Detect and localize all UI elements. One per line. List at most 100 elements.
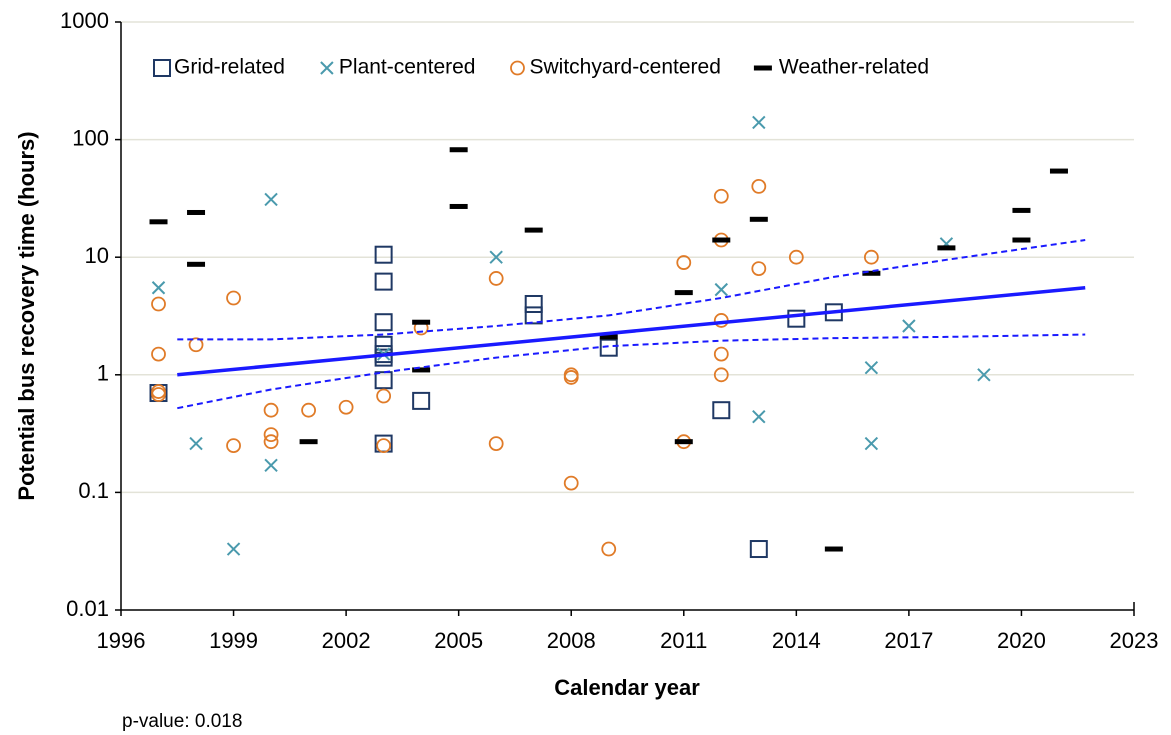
circle-marker [488,271,504,286]
dash-marker [412,367,431,373]
circle-marker [751,178,767,194]
x-marker [752,410,766,424]
y-tick-label: 1000 [60,8,109,33]
y-tick-label: 0.1 [78,478,109,503]
square-marker [524,306,543,325]
circle-marker [151,296,166,312]
circle-marker [151,346,166,362]
circle-marker [226,290,241,306]
square-marker [712,401,731,420]
legend-text: Weather-related [779,56,929,79]
legend-text: Switchyard-centered [529,56,720,79]
legend-item: Switchyard-centered [510,56,721,79]
x-marker [264,192,278,207]
dash-marker [1012,207,1031,213]
x-marker [977,368,991,382]
fit-line [177,285,1086,377]
x-marker [714,282,729,297]
square-marker [412,391,431,410]
x-marker [226,542,241,556]
y-axis-title: Potential bus recovery time (hours) [14,131,39,500]
dash-marker [749,216,768,222]
square-marker [374,272,393,291]
circle-marker [263,427,279,443]
x-tick-label: 2014 [772,628,821,653]
circle-marker [863,249,879,265]
circle-marker [151,387,166,402]
x-tick-label: 1999 [209,628,258,653]
circle-marker [338,399,354,415]
square-marker [524,294,543,313]
x-tick-label: 2002 [322,628,371,653]
circle-marker [376,388,392,404]
dash-marker [1012,237,1031,243]
dash-marker [753,65,772,71]
y-tick-label: 0.01 [66,596,109,621]
legend-item: Weather-related [753,56,929,79]
dash-marker [149,219,168,225]
x-tick-label: 2005 [434,628,483,653]
circle-marker [713,367,729,383]
square-marker [749,540,768,559]
circle-marker [226,438,241,454]
circle-marker [601,541,617,557]
legend-text: Grid-related [174,56,285,79]
circle-marker [788,249,804,265]
circle-marker [188,337,204,353]
dash-marker [824,546,843,552]
dash-marker [449,203,468,209]
x-tick-label: 2017 [884,628,933,653]
circle-marker [263,402,279,418]
dash-marker [449,147,468,153]
annotation: p-value: 0.018 [122,711,242,732]
y-tick-label: 10 [85,243,109,268]
legend-item: Grid-related [153,56,285,79]
x-marker [752,115,766,130]
x-tick-label: 2020 [997,628,1046,653]
circle-marker [301,402,316,418]
circle-marker [676,255,692,270]
circle-marker [263,434,279,450]
circle-marker [563,475,579,491]
circle-marker [713,346,729,362]
circle-marker [713,313,729,328]
x-marker [189,436,203,451]
square-marker [787,309,806,328]
dash-marker [712,237,731,243]
legend-item: Plant-centered [320,56,476,79]
square-marker [599,338,618,357]
circle-marker [751,261,767,276]
x-tick-label: 2023 [1110,628,1159,653]
circle-marker [376,438,392,454]
y-tick-label: 1 [97,361,109,386]
square-marker [374,371,393,390]
x-tick-label: 1996 [97,628,146,653]
circle-marker [563,370,579,385]
circle-marker [151,384,166,399]
legend-text: Plant-centered [339,56,476,79]
x-marker [320,61,334,75]
circle-marker [488,436,504,451]
dash-marker [187,209,206,215]
square-marker [153,59,171,77]
x-marker [864,360,879,375]
dash-marker [1049,168,1068,174]
x-marker [151,281,166,295]
dash-marker [524,227,543,233]
dash-marker [299,439,318,445]
x-marker [489,250,503,264]
x-tick-label: 2011 [660,628,707,653]
x-marker [864,436,879,451]
x-marker [264,458,278,473]
dash-marker [412,319,431,325]
fit-line [177,333,1086,410]
x-marker [902,319,916,333]
y-tick-label: 100 [72,125,109,150]
fit-line [177,239,1086,341]
circle-marker [713,188,729,204]
dash-marker [599,334,618,340]
dash-marker [937,245,956,251]
square-marker [374,245,393,264]
dash-marker [187,261,206,267]
